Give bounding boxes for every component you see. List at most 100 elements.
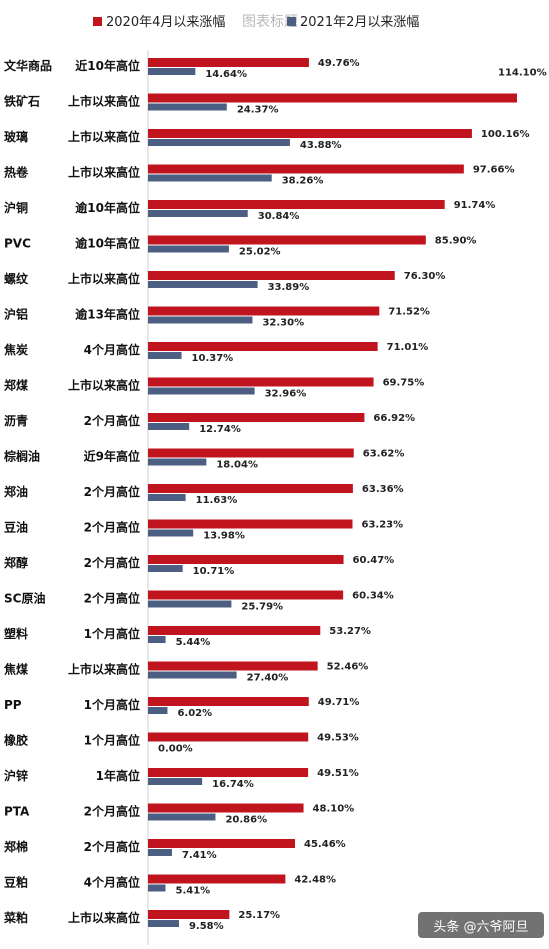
data-label-2020: 49.53%: [317, 733, 359, 744]
data-label-2020: 60.34%: [352, 591, 394, 602]
bar-2020: [148, 555, 344, 564]
data-label-2020: 49.71%: [318, 697, 360, 708]
data-label-2021: 32.30%: [262, 318, 304, 329]
bar-2021: [148, 636, 166, 643]
bar-2020: [148, 661, 318, 671]
category-note: 逾10年高位: [75, 200, 140, 215]
category-label: 棕榈油: [3, 449, 40, 464]
category-label: 橡胶: [4, 733, 28, 748]
legend-swatch-2020: [93, 17, 102, 26]
category-label: 沪铜: [4, 200, 28, 215]
data-label-2020: 49.51%: [317, 768, 359, 779]
data-label-2020: 63.36%: [362, 484, 404, 495]
category-note: 上市以来高位: [68, 910, 140, 925]
data-label-2020: 45.46%: [304, 839, 346, 850]
data-label-2021: 10.71%: [193, 566, 235, 577]
data-label-2021: 6.02%: [177, 708, 212, 719]
category-label: PTA: [4, 805, 30, 819]
data-label-2021: 25.79%: [241, 602, 283, 613]
category-label: 菜粕: [3, 910, 28, 925]
category-label: 焦炭: [3, 342, 28, 357]
data-label-2021: 18.04%: [216, 460, 258, 471]
data-label-2020: 100.16%: [481, 129, 530, 140]
bar-2020: [148, 484, 353, 493]
category-label: 豆粕: [4, 875, 28, 890]
bar-2020: [148, 697, 309, 706]
bar-2020: [148, 839, 296, 848]
bar-2020: [148, 377, 374, 387]
watermark: 头条 @六爷阿旦: [418, 912, 544, 938]
bar-2021: [148, 778, 203, 785]
data-label-2021: 20.86%: [225, 815, 267, 826]
bar-2020: [148, 519, 353, 529]
bar-2020: [148, 306, 380, 316]
bar-2020: [148, 803, 304, 813]
bar-2021: [148, 494, 186, 501]
category-note: 2个月高位: [84, 591, 140, 606]
bar-2021: [148, 529, 194, 537]
data-label-2021: 11.63%: [196, 495, 238, 506]
category-label: 郑醇: [4, 555, 28, 570]
bar-2021: [148, 210, 248, 217]
category-label: 沪铝: [4, 307, 28, 322]
data-label-2021: 38.26%: [282, 176, 324, 187]
data-label-2020: 76.30%: [404, 271, 446, 282]
category-note: 2个月高位: [84, 555, 140, 570]
bar-2020: [148, 590, 344, 600]
data-label-2020: 25.17%: [238, 910, 280, 921]
data-label-2020: 114.10%: [498, 68, 547, 79]
data-label-2021: 13.98%: [203, 531, 245, 542]
data-label-2021: 33.89%: [268, 282, 310, 293]
bar-2021: [148, 281, 258, 288]
category-note: 逾10年高位: [75, 236, 140, 251]
data-label-2020: 85.90%: [435, 236, 477, 247]
category-note: 上市以来高位: [68, 271, 140, 286]
bar-2020: [148, 626, 321, 635]
bar-2021: [148, 174, 272, 182]
data-label-2021: 10.37%: [192, 353, 234, 364]
category-note: 1个月高位: [84, 697, 140, 712]
category-label: 螺纹: [4, 271, 29, 286]
bar-2021: [148, 387, 255, 395]
category-note: 2个月高位: [84, 413, 140, 428]
data-label-2020: 71.52%: [388, 307, 430, 318]
bar-2020: [148, 413, 365, 422]
category-label: 铁矿石: [4, 94, 40, 109]
category-label: 沥青: [4, 413, 28, 428]
data-label-2021: 25.02%: [239, 247, 281, 258]
bar-2020: [148, 58, 309, 67]
category-label: 郑棉: [4, 839, 28, 854]
data-label-2021: 30.84%: [258, 211, 300, 222]
category-note: 上市以来高位: [68, 94, 140, 109]
bar-2020: [148, 448, 354, 458]
data-label-2020: 49.76%: [318, 58, 360, 69]
category-note: 近9年高位: [84, 449, 140, 464]
bar-2021: [148, 671, 237, 679]
category-note: 1个月高位: [84, 626, 140, 641]
bar-2021: [148, 139, 290, 146]
data-label-2021: 5.41%: [175, 886, 210, 897]
category-label: SC原油: [4, 591, 45, 606]
category-note: 近10年高位: [75, 58, 140, 73]
bar-2021: [148, 920, 179, 927]
data-label-2021: 14.64%: [205, 69, 247, 80]
bar-2021: [148, 813, 216, 821]
data-label-2020: 69.75%: [383, 378, 425, 389]
bar-2020: [148, 732, 309, 742]
category-label: 郑油: [4, 484, 28, 499]
data-label-2020: 97.66%: [473, 165, 515, 176]
data-label-2020: 66.92%: [373, 413, 415, 424]
data-label-2020: 63.23%: [361, 520, 403, 531]
category-note: 2个月高位: [84, 484, 140, 499]
legend-swatch-2021: [287, 17, 296, 26]
category-label: PP: [4, 698, 22, 712]
legend-label-2021: 2021年2月以来涨幅: [300, 15, 419, 30]
data-label-2020: 91.74%: [454, 200, 496, 211]
bar-2021: [148, 316, 253, 324]
category-label: PVC: [4, 237, 31, 251]
category-note: 上市以来高位: [68, 165, 140, 180]
category-label: 文华商品: [4, 58, 52, 73]
category-label: 豆油: [4, 520, 28, 535]
